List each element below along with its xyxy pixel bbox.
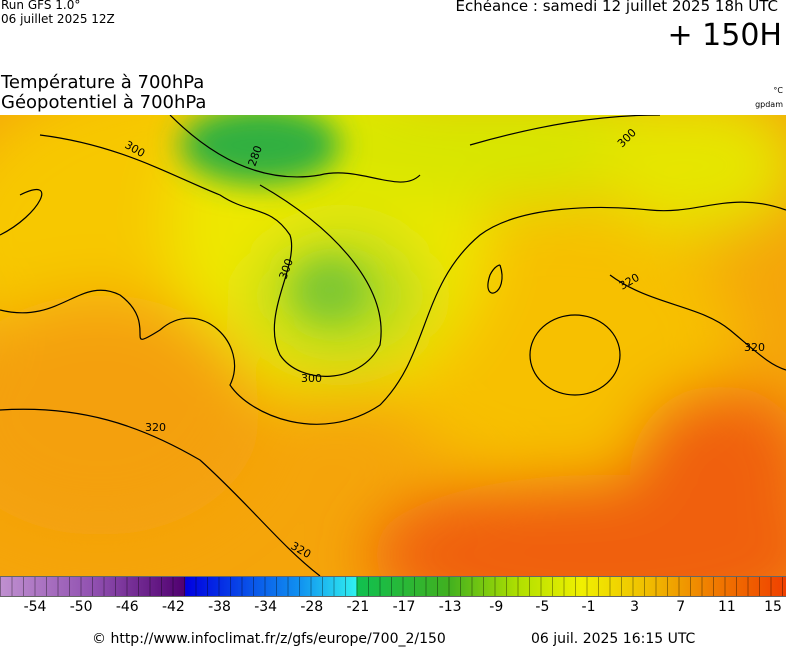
run-label: Run GFS 1.0° — [1, 0, 81, 12]
color-scale-tick-label: 3 — [630, 599, 640, 615]
temperature-field — [0, 115, 786, 576]
color-scale-tick-label: -5 — [535, 599, 550, 615]
color-scale-tick-label: -54 — [23, 599, 47, 615]
color-scale-tick-label: 7 — [676, 599, 686, 615]
color-scale-tick-label: 11 — [717, 599, 736, 615]
color-scale — [0, 576, 786, 597]
contour-label: 320 — [744, 341, 765, 354]
color-scale-tick-label: -28 — [300, 599, 324, 615]
color-scale-tick-label: -42 — [161, 599, 185, 615]
generated-time: 06 juil. 2025 16:15 UTC — [531, 631, 696, 647]
color-scale-tick-label: -9 — [489, 599, 504, 615]
color-scale-tick-label: -46 — [115, 599, 139, 615]
title-geopotential: Géopotentiel à 700hPa — [1, 92, 207, 113]
contour-label: 320 — [145, 421, 166, 434]
color-scale-tick-label: 15 — [764, 599, 782, 615]
unit-temperature: °C — [773, 86, 783, 95]
geopotential-contours — [0, 115, 786, 576]
map: 300 280 300 300 320 320 300 320 320 — [0, 115, 786, 576]
forecast-hour: + 150H — [667, 18, 783, 53]
color-scale-tick-label: -38 — [208, 599, 231, 615]
color-scale-tick-label: -13 — [438, 599, 462, 615]
color-scale-tick-label: -50 — [69, 599, 93, 615]
color-scale-tick-label: -34 — [254, 599, 278, 615]
run-date: 06 juillet 2025 12Z — [1, 12, 115, 26]
color-scale-tick-label: -1 — [581, 599, 596, 615]
title-temperature: Température à 700hPa — [1, 72, 205, 93]
color-scale-tick-label: -17 — [392, 599, 416, 615]
unit-geopotential: gpdam — [755, 100, 783, 109]
forecast-time: Echéance : samedi 12 juillet 2025 18h UT… — [455, 0, 778, 15]
cold-pool — [180, 115, 365, 320]
contour-label: 300 — [301, 372, 322, 385]
source-url: © http://www.infoclimat.fr/z/gfs/europe/… — [92, 631, 446, 647]
color-scale-tick-label: -21 — [346, 599, 370, 615]
